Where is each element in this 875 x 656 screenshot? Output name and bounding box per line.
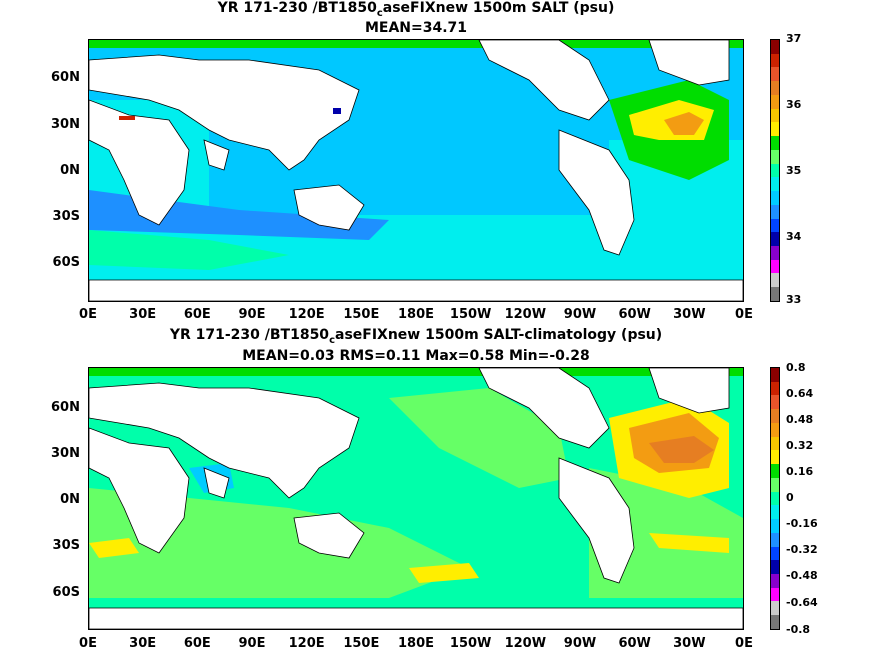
panel2-stats: MEAN=0.03 RMS=0.11 Max=0.58 Min=-0.28 [242,348,590,364]
colorbar-segment [771,381,779,396]
panel2-map [88,367,744,630]
panel1-lon-label: 60W [618,307,651,322]
colorbar-segment [771,81,779,95]
panel2-lon-label: 60W [618,636,651,651]
colorbar-segment [771,273,779,288]
colorbar-segment [771,436,779,451]
panel1-lat-label: 30S [52,209,80,224]
panel2-title: YR 171-230 /BT1850caseFIXnew 1500m SALT-… [169,327,663,346]
panel1-colorbar-label: 34 [786,230,802,243]
panel2-lon-label: 0E [79,636,97,651]
panel1-lat-label: 30N [51,117,80,132]
colorbar-segment [771,163,779,178]
colorbar-segment [771,218,779,233]
colorbar-segment [771,574,779,588]
panel2-colorbar-label: 0.48 [786,413,814,426]
panel1-colorbar-label: 37 [786,32,802,45]
panel1-lon-label: 30E [129,307,157,322]
panel2-lon-label: 120E [288,636,325,651]
panel1-stats: MEAN=34.71 [364,20,468,36]
panel2-lon-label: 180E [397,636,435,651]
panel1-lon-label: 0E [735,307,753,322]
colorbar-segment [771,136,779,150]
panel1-colorbar-label: 33 [786,293,802,306]
colorbar-segment [771,232,779,247]
colorbar-segment [771,587,779,602]
panel2-lon-label: 60E [183,636,211,651]
panel2-lat-label: 60S [52,585,80,600]
colorbar-segment [771,40,779,54]
colorbar-segment [771,67,779,82]
panel2-lat-label: 0N [60,492,80,507]
panel1-lon-label: 30W [673,307,706,322]
panel1-lon-label: 90E [238,307,266,322]
panel2-colorbar-label: 0 [786,491,794,504]
colorbar-segment [771,246,779,260]
panel2-lat-label: 60N [51,400,80,415]
panel1-map [88,39,744,302]
panel2-lon-label: 0E [735,636,753,651]
colorbar-segment [771,177,779,192]
colorbar-segment [771,204,779,219]
panel2-colorbar-label: 0.8 [786,361,806,374]
panel1-title: YR 171-230 /BT1850caseFIXnew 1500m SALT … [217,0,615,19]
panel2-colorbar-label: -0.48 [786,569,818,582]
panel2-colorbar [770,367,780,630]
panel1-colorbar-label: 35 [786,164,802,177]
panel1-lon-label: 150W [449,307,492,322]
colorbar-segment [771,53,779,68]
colorbar-segment [771,546,779,561]
panel2-colorbar-label: 0.16 [786,465,814,478]
panel2-lon-label: 30W [673,636,706,651]
panel2-lon-label: 120W [504,636,547,651]
colorbar-segment [771,477,779,492]
panel2-lat-label: 30S [52,538,80,553]
panel2-colorbar-label: -0.8 [786,623,811,636]
panel1-lon-label: 120E [288,307,325,322]
panel1-lat-label: 60N [51,70,80,85]
panel2-lon-label: 30E [129,636,157,651]
panel2-colorbar-label: 0.32 [786,439,814,452]
panel1-colorbar [770,39,780,302]
colorbar-segment [771,450,779,465]
colorbar-segment [771,615,779,629]
colorbar-segment [771,560,779,575]
panel2-lon-label: 150W [449,636,492,651]
panel2-lon-label: 150E [343,636,380,651]
colorbar-segment [771,368,779,382]
colorbar-segment [771,149,779,164]
colorbar-segment [771,191,779,205]
colorbar-segment [771,94,779,109]
panel1-lon-label: 120W [504,307,547,322]
colorbar-segment [771,519,779,533]
colorbar-segment [771,287,779,301]
panel2-colorbar-label: -0.64 [786,596,818,609]
colorbar-segment [771,464,779,478]
colorbar-segment [771,122,779,137]
panel2-lon-label: 90W [563,636,597,651]
panel2-colorbar-label: -0.32 [786,543,818,556]
panel1-lon-label: 150E [343,307,380,322]
panel1-lon-label: 60E [183,307,211,322]
colorbar-segment [771,422,779,437]
panel1-lat-label: 0N [60,163,80,178]
colorbar-segment [771,532,779,547]
colorbar-segment [771,395,779,410]
colorbar-segment [771,505,779,520]
colorbar-segment [771,491,779,506]
colorbar-segment [771,601,779,616]
panel2-lon-label: 90E [238,636,266,651]
panel1-lon-label: 0E [79,307,97,322]
panel1-lon-label: 180E [397,307,435,322]
panel1-lat-label: 60S [52,255,80,270]
panel1-colorbar-label: 36 [786,98,802,111]
panel1-lon-label: 90W [563,307,597,322]
colorbar-segment [771,259,779,274]
colorbar-segment [771,108,779,123]
panel2-colorbar-label: -0.16 [786,517,818,530]
panel2-lat-label: 30N [51,446,80,461]
panel2-colorbar-label: 0.64 [786,387,814,400]
colorbar-segment [771,409,779,423]
